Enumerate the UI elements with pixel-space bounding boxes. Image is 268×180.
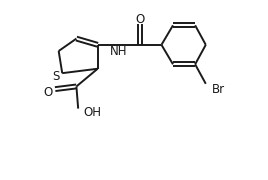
Text: NH: NH bbox=[110, 44, 128, 58]
Text: S: S bbox=[52, 70, 59, 83]
Text: O: O bbox=[44, 86, 53, 99]
Text: OH: OH bbox=[83, 106, 101, 119]
Text: O: O bbox=[136, 13, 145, 26]
Text: Br: Br bbox=[212, 83, 225, 96]
